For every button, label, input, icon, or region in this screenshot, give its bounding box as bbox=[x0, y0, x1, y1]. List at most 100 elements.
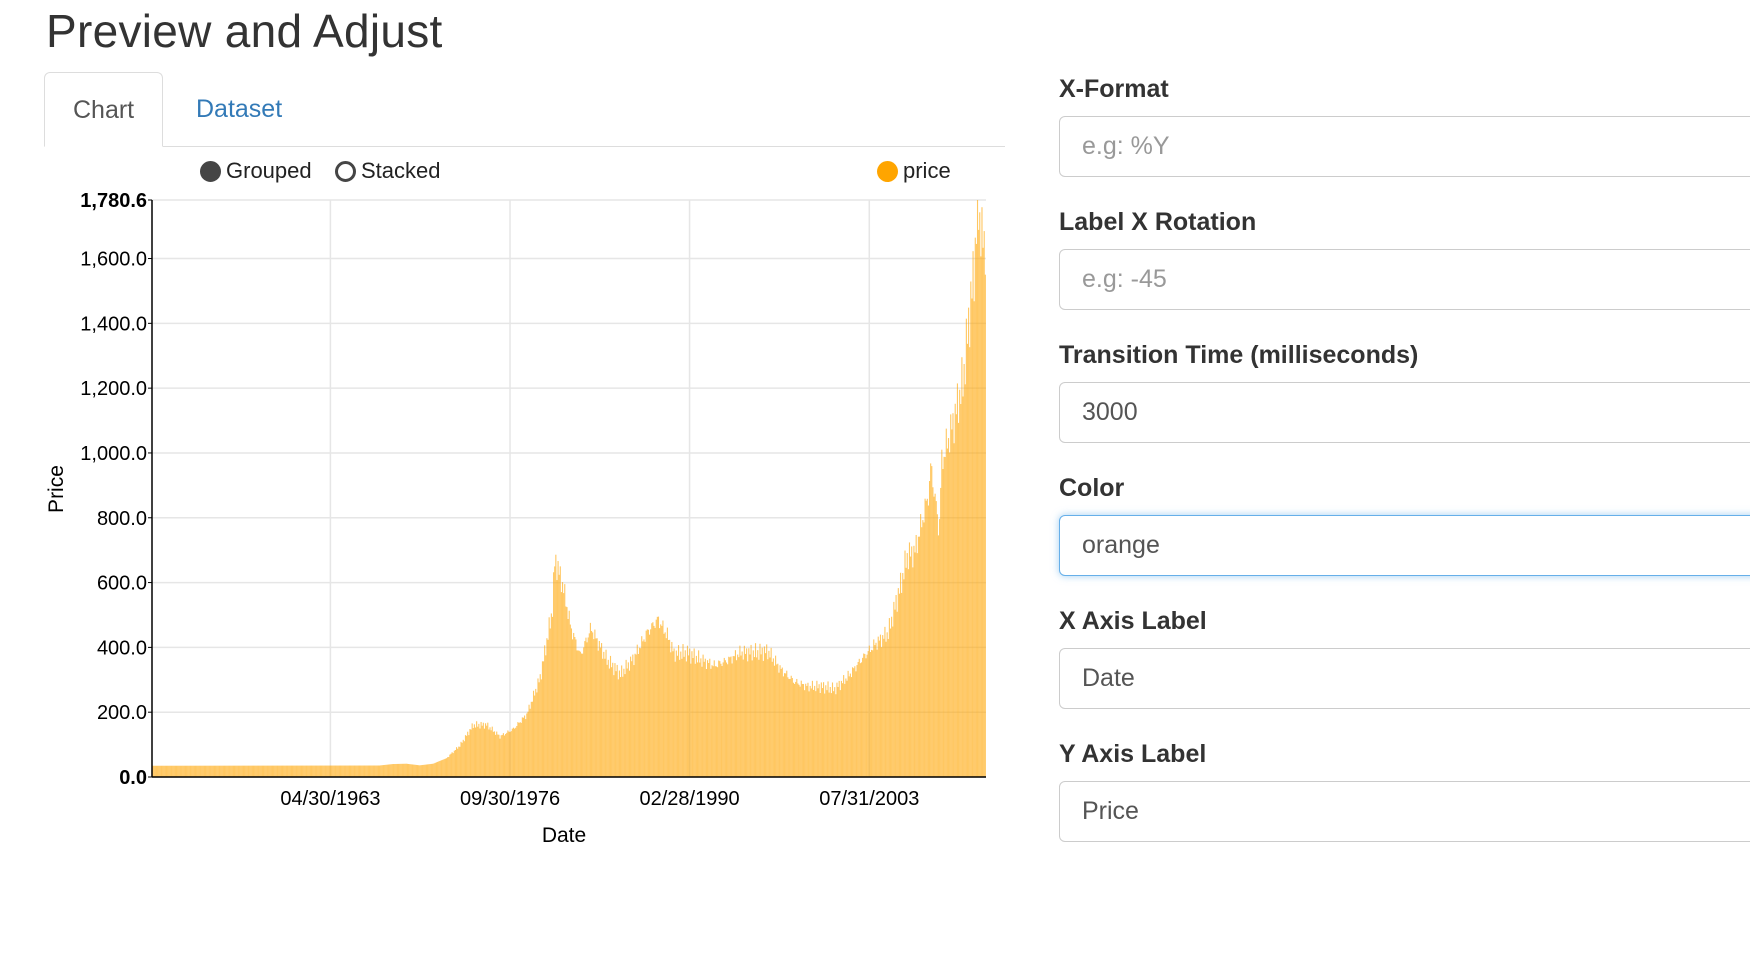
transition-time-input[interactable] bbox=[1059, 382, 1750, 443]
price-bar bbox=[769, 657, 771, 777]
price-bar bbox=[233, 765, 236, 777]
price-bar bbox=[279, 765, 281, 777]
price-bar bbox=[936, 514, 938, 777]
y-axis-label-input[interactable] bbox=[1059, 781, 1750, 842]
price-bar bbox=[491, 726, 493, 777]
price-bar bbox=[165, 765, 168, 777]
color-label: Color bbox=[1059, 474, 1125, 502]
price-bar bbox=[471, 723, 473, 777]
tab-chart[interactable]: Chart bbox=[44, 72, 163, 147]
price-bar bbox=[955, 414, 957, 777]
price-bar bbox=[942, 469, 944, 777]
price-bar bbox=[283, 765, 285, 777]
price-bar bbox=[914, 552, 916, 777]
price-bar bbox=[307, 765, 309, 777]
price-bar bbox=[970, 281, 972, 777]
price-bar bbox=[525, 719, 527, 777]
price-bar bbox=[257, 765, 259, 777]
price-bar bbox=[854, 666, 856, 777]
price-bar bbox=[761, 647, 763, 777]
price-bar bbox=[814, 685, 816, 777]
price-bar bbox=[772, 658, 774, 777]
price-bar bbox=[309, 765, 311, 777]
price-bar bbox=[304, 765, 306, 777]
price-bar bbox=[729, 657, 731, 777]
price-bar bbox=[460, 741, 462, 777]
price-bar bbox=[728, 656, 730, 777]
price-bar bbox=[327, 765, 329, 777]
price-bar bbox=[416, 765, 419, 777]
price-bar bbox=[560, 592, 562, 777]
grouped-option[interactable]: Grouped bbox=[200, 158, 312, 184]
price-bar bbox=[288, 765, 290, 777]
price-bar bbox=[679, 659, 681, 777]
price-bar bbox=[297, 765, 299, 777]
price-bar bbox=[935, 501, 937, 777]
price-bar bbox=[819, 692, 821, 777]
price-bar bbox=[290, 765, 293, 777]
price-bar bbox=[664, 632, 666, 777]
price-bar bbox=[858, 658, 860, 777]
stacked-radio-icon[interactable] bbox=[335, 160, 356, 182]
price-bar bbox=[791, 678, 793, 777]
price-bar bbox=[638, 647, 641, 777]
x-format-input[interactable] bbox=[1059, 116, 1750, 177]
price-bar bbox=[672, 651, 674, 777]
price-bar bbox=[731, 663, 733, 777]
price-bar bbox=[683, 656, 685, 777]
price-bar bbox=[757, 650, 759, 777]
price-bar bbox=[356, 765, 358, 777]
price-bar bbox=[920, 514, 922, 777]
price-bar bbox=[580, 653, 583, 777]
label-x-rotation-input[interactable] bbox=[1059, 249, 1750, 310]
price-bar bbox=[241, 765, 243, 777]
price-bar bbox=[540, 679, 542, 777]
price-bar bbox=[913, 545, 915, 777]
stacked-option[interactable]: Stacked bbox=[335, 158, 441, 184]
price-bar bbox=[314, 765, 316, 777]
price-bar bbox=[641, 636, 643, 777]
price-bar bbox=[979, 212, 981, 777]
price-bar bbox=[544, 645, 546, 777]
price-bar bbox=[968, 307, 970, 777]
price-bar bbox=[401, 763, 403, 777]
price-bar bbox=[532, 690, 535, 777]
price-bar bbox=[839, 690, 841, 777]
price-bar bbox=[211, 765, 213, 777]
price-bar bbox=[849, 673, 851, 777]
price-bar bbox=[746, 648, 748, 777]
price-bar bbox=[812, 689, 815, 777]
price-bar bbox=[975, 243, 977, 777]
color-input[interactable] bbox=[1059, 515, 1750, 576]
price-bar bbox=[229, 765, 231, 777]
x-axis-label-input[interactable] bbox=[1059, 648, 1750, 709]
price-bar bbox=[403, 763, 405, 777]
series-legend-item[interactable]: price bbox=[877, 158, 951, 184]
price-bar bbox=[588, 633, 590, 777]
price-bar bbox=[965, 318, 967, 777]
price-bar bbox=[530, 701, 532, 777]
price-bar bbox=[943, 456, 945, 777]
price-bar bbox=[972, 251, 974, 778]
price-bar bbox=[868, 645, 870, 777]
price-bar bbox=[328, 765, 330, 777]
price-bar bbox=[449, 754, 451, 777]
price-bar bbox=[537, 678, 539, 777]
price-bar bbox=[198, 765, 200, 777]
price-bar bbox=[646, 629, 648, 777]
price-bar bbox=[973, 301, 975, 777]
price-bar bbox=[489, 727, 491, 777]
price-bar bbox=[806, 685, 808, 777]
price-bar bbox=[666, 627, 668, 777]
price-bar bbox=[712, 666, 714, 777]
price-bar bbox=[221, 765, 223, 777]
price-bar bbox=[847, 670, 849, 777]
price-bar bbox=[821, 688, 824, 777]
price-bar bbox=[953, 443, 955, 777]
price-bar bbox=[216, 765, 218, 777]
grouped-radio-icon[interactable] bbox=[200, 160, 221, 182]
tab-dataset[interactable]: Dataset bbox=[196, 95, 283, 123]
price-bar bbox=[450, 753, 452, 777]
price-bar bbox=[186, 765, 188, 777]
price-bar bbox=[601, 643, 603, 777]
